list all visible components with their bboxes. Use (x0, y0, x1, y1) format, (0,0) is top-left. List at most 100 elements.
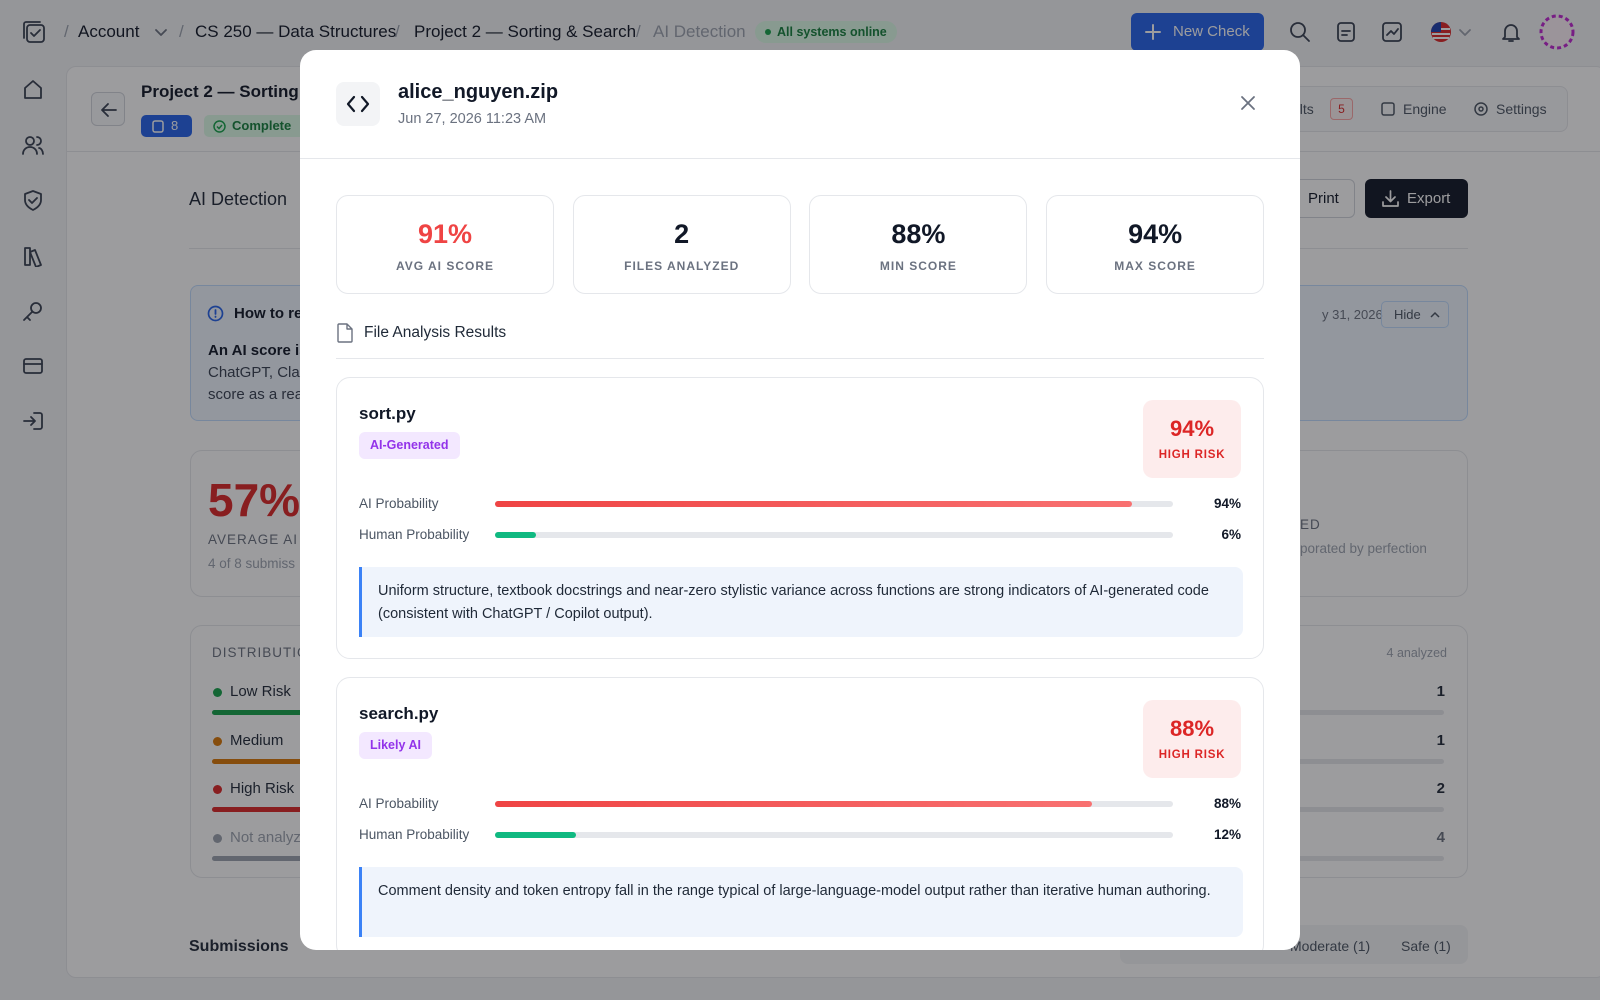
chevron (155, 29, 167, 36)
file-name: search.py (359, 704, 439, 723)
modal-header-divider (300, 158, 1300, 159)
nav-home[interactable] (22, 78, 44, 100)
nav-library[interactable] (22, 245, 44, 267)
hide-button[interactable]: Hide (1381, 301, 1449, 328)
prob-value: 94% (1213, 496, 1241, 511)
doc-icon (337, 323, 353, 343)
risk-label: High Risk (230, 780, 295, 797)
modal-date: Jun 27, 2026 11:23 AM (398, 111, 547, 127)
stat-value: 94% (1128, 219, 1183, 249)
nav-users[interactable] (22, 134, 44, 156)
prob-label: Human Probability (359, 827, 470, 842)
tab-badge: 5 (1330, 98, 1353, 120)
prob-bar (495, 832, 577, 838)
risk-count: 2 (1436, 780, 1445, 797)
info-line: ChatGPT, Clau (208, 364, 309, 381)
breadcrumb[interactable]: CS 250 — Data Structures (195, 22, 397, 41)
nav-billing[interactable] (22, 355, 44, 377)
status: Complete (232, 118, 292, 133)
prob-bar (495, 501, 1133, 507)
submissions-title: Submissions (189, 938, 289, 955)
nav-key[interactable] (22, 300, 44, 322)
avatar[interactable] (1539, 14, 1575, 50)
stat-card: 88% MIN SCORE (809, 195, 1028, 294)
stat-label: FILES ANALYZED (624, 259, 740, 273)
legend-dot (213, 833, 222, 843)
status-text: All systems online (777, 25, 887, 39)
prob-track (495, 832, 1173, 838)
prob-bar (495, 801, 1092, 807)
prob-track (495, 801, 1173, 807)
chart-icon[interactable] (1381, 21, 1403, 43)
count-badge: 8 (141, 115, 192, 137)
prob-label: Human Probability (359, 527, 470, 542)
stat-card: 94% MAX SCORE (1046, 195, 1265, 294)
score-badge: 88% HIGH RISK (1143, 700, 1241, 778)
sep: / (179, 22, 184, 41)
tab[interactable]: Engine (1403, 101, 1447, 117)
risk-level: HIGH RISK (1158, 749, 1226, 761)
stat-label: AVG AI SCORE (395, 259, 494, 273)
new-check-button[interactable]: New Check (1131, 13, 1264, 51)
analysis-note: Uniform structure, textbook docstrings a… (359, 567, 1243, 637)
risk-label: Medium (230, 731, 284, 749)
score-badge: 94% HIGH RISK (1143, 400, 1241, 478)
tab[interactable]: Settings (1496, 101, 1547, 117)
export-button[interactable]: Export (1365, 179, 1468, 218)
bell-icon[interactable] (1500, 21, 1522, 43)
info-line: score as a rea (208, 386, 304, 403)
risk-label: Low Risk (230, 683, 291, 700)
print-label: Print (1308, 190, 1339, 207)
section-title: AI Detection (189, 189, 288, 209)
section-title: File Analysis Results (364, 324, 507, 341)
logo (23, 21, 45, 43)
filter[interactable]: Moderate (1) (1290, 938, 1371, 954)
filter[interactable]: Safe (1) (1401, 938, 1451, 954)
settings-icon (1474, 102, 1488, 116)
hide-label: Hide (1394, 307, 1421, 322)
risk-bar (212, 758, 322, 764)
risk-bar (212, 855, 322, 861)
project-title: Project 2 — Sorting (141, 82, 299, 101)
info-bold: An AI score is (208, 342, 308, 359)
sep: / (64, 22, 69, 41)
risk-level: HIGH RISK (1158, 449, 1226, 461)
flag-icon[interactable] (1430, 21, 1452, 43)
file-modal: alice_nguyen.zip Jun 27, 2026 11:23 AM 9… (300, 50, 1300, 950)
export-label: Export (1407, 190, 1451, 207)
back-button[interactable] (91, 92, 125, 126)
legend-dot (213, 785, 222, 794)
file-tag: Likely AI (359, 732, 432, 759)
chevron (1459, 29, 1471, 36)
risk-bar (212, 710, 322, 715)
search-icon[interactable] (1289, 21, 1311, 43)
file-card: sort.py AI-Generated 94% HIGH RISK AI Probab… (336, 377, 1264, 659)
info-title: How to re (234, 305, 303, 322)
file-tag: AI-Generated (359, 432, 460, 459)
nav-login[interactable] (22, 410, 44, 432)
nav-shield[interactable] (22, 189, 44, 211)
legend-dot (213, 736, 222, 746)
prob-track (495, 501, 1173, 507)
breadcrumb[interactable]: Account (78, 22, 140, 41)
sidebar (0, 64, 64, 1000)
summary-right-label: ED (1300, 517, 1321, 532)
prob-label: AI Probability (359, 796, 439, 811)
file-card: search.py Likely AI 88% HIGH RISK AI Probabi… (336, 677, 1264, 950)
close-button[interactable] (1240, 95, 1256, 111)
prob-value: 6% (1221, 527, 1241, 542)
summary-note: 4 of 8 submiss (208, 556, 296, 571)
engine-icon (1381, 102, 1395, 116)
breadcrumb[interactable]: Project 2 — Sorting & Search (414, 22, 637, 41)
stat-value: 2 (674, 219, 690, 249)
summary-right-note: porated by perfection (1300, 541, 1427, 556)
prob-label: AI Probability (359, 496, 439, 511)
stat-card: 2 FILES ANALYZED (572, 195, 791, 294)
status-badge: Complete (204, 115, 314, 137)
prob-value: 88% (1213, 796, 1241, 811)
info-date: y 31, 2026 (1322, 307, 1383, 322)
modal-title: alice_nguyen.zip (398, 81, 559, 103)
score: 88% (1169, 716, 1215, 741)
docs-icon[interactable] (1335, 21, 1357, 43)
score: 94% (1169, 416, 1215, 441)
